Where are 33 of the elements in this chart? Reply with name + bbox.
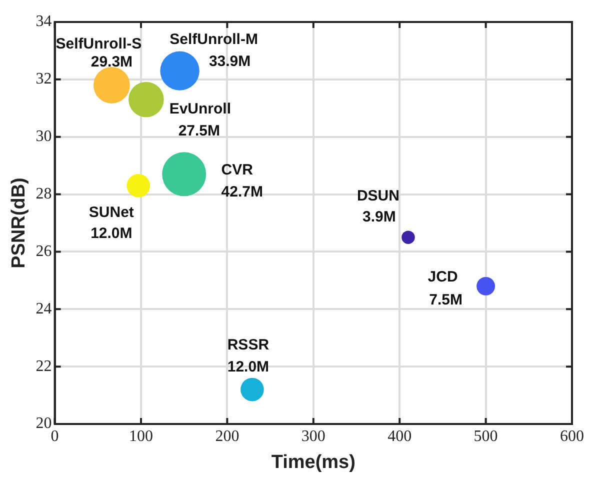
y-tick-label: 32 (36, 70, 52, 88)
x-tick-label: 200 (215, 428, 240, 445)
annotation: 3.9M (362, 208, 396, 226)
annotation: 12.0M (227, 358, 270, 376)
annotation: 29.3M (90, 53, 133, 70)
x-axis-title: Time(ms) (271, 452, 356, 473)
series-label: SUNet (88, 204, 134, 221)
series-label: SelfUnroll-S (56, 35, 142, 52)
x-tick-label: 100 (129, 428, 153, 445)
annotation: 12.0M (90, 224, 132, 242)
y-tick-label: 22 (36, 358, 52, 375)
series-label: RSSR (227, 336, 270, 354)
x-tick-label: 0 (50, 428, 59, 445)
series-label: JCD (428, 268, 458, 286)
x-tick-label: 500 (474, 428, 498, 445)
y-tick-label: 24 (36, 300, 52, 318)
annotation: 7.5M (429, 291, 462, 308)
x-tick-label: 600 (560, 428, 584, 445)
y-tick-label: 20 (36, 415, 52, 432)
y-axis-title: PSNR(dB) (8, 178, 30, 268)
series-label: SelfUnroll-M (170, 30, 258, 48)
y-tick-label: 34 (36, 13, 52, 30)
series-label: EvUnroll (169, 100, 232, 118)
series-label: DSUN (356, 188, 400, 204)
y-tick-label: 28 (36, 185, 52, 202)
y-tick-label: 30 (36, 128, 52, 146)
annotation: 27.5M (178, 122, 220, 140)
x-tick-label: 300 (301, 428, 326, 445)
y-tick-label: 26 (36, 242, 52, 260)
x-tick-label: 400 (388, 428, 412, 445)
annotation: 33.9M (208, 52, 251, 70)
annotation: 42.7M (221, 183, 263, 200)
series-label: CVR (221, 161, 254, 178)
